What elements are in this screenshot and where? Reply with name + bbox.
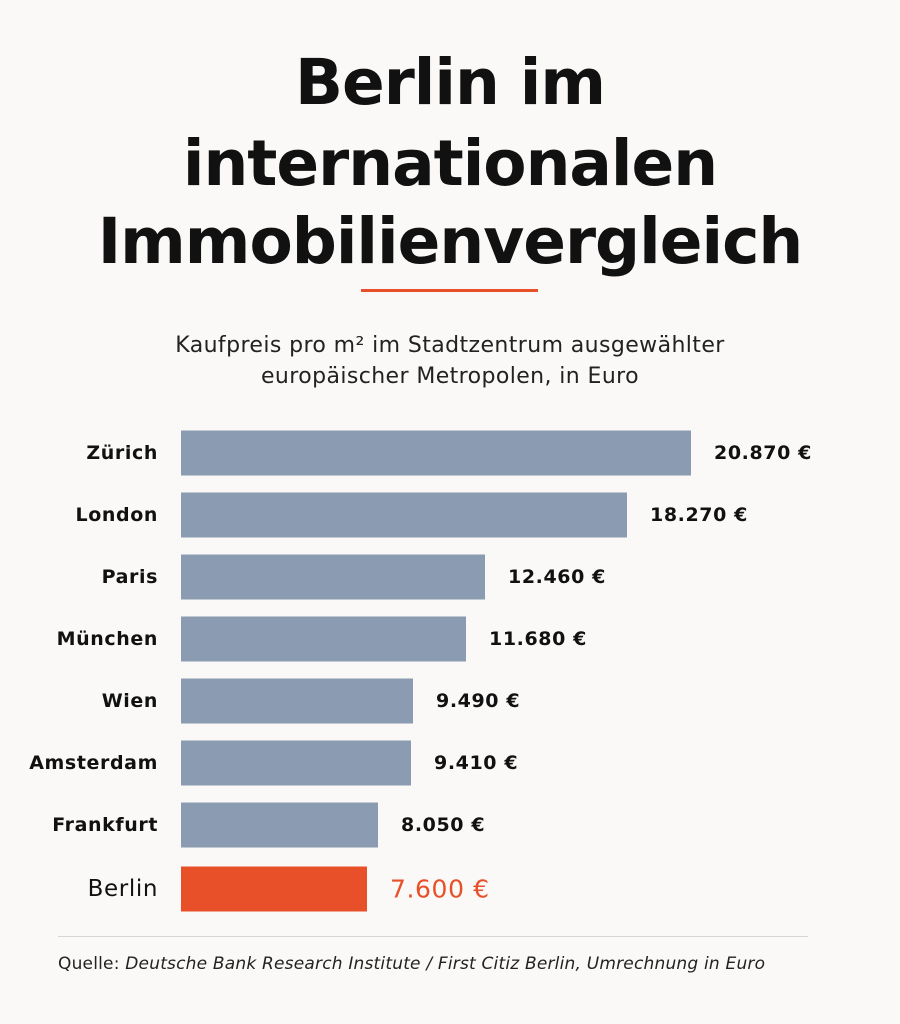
bar-wien bbox=[181, 678, 413, 724]
value-label-london: 18.270 € bbox=[650, 504, 748, 526]
bar-frankfurt bbox=[181, 802, 378, 848]
category-label-paris: Paris bbox=[102, 566, 158, 588]
category-label-frankfurt: Frankfurt bbox=[52, 814, 158, 836]
chart-title-line-3: Immobilienvergleich bbox=[97, 205, 804, 278]
value-label-paris: 12.460 € bbox=[508, 566, 606, 588]
category-label-wien: Wien bbox=[102, 690, 158, 712]
category-label-london: London bbox=[76, 504, 158, 526]
source-divider bbox=[58, 936, 808, 937]
source-label: Quelle: bbox=[58, 954, 120, 974]
category-label-zuerich: Zürich bbox=[86, 442, 158, 464]
category-label-muenchen: München bbox=[57, 628, 158, 650]
value-label-frankfurt: 8.050 € bbox=[401, 814, 485, 836]
value-label-zuerich: 20.870 € bbox=[714, 442, 812, 464]
value-label-muenchen: 11.680 € bbox=[489, 628, 587, 650]
chart-subtitle-line-1: Kaufpreis pro m² im Stadtzentrum ausgewä… bbox=[175, 333, 725, 358]
title-accent-rule bbox=[361, 289, 538, 292]
category-label-amsterdam: Amsterdam bbox=[29, 752, 158, 774]
bar-paris bbox=[181, 554, 485, 600]
source-text: Deutsche Bank Research Institute / First… bbox=[125, 954, 766, 974]
bar-amsterdam bbox=[181, 740, 411, 786]
value-label-amsterdam: 9.410 € bbox=[434, 752, 518, 774]
bar-london bbox=[181, 492, 627, 538]
bar-berlin bbox=[181, 866, 367, 912]
source-note: Quelle: Deutsche Bank Research Institute… bbox=[58, 954, 765, 974]
value-label-wien: 9.490 € bbox=[436, 690, 520, 712]
value-label-berlin: 7.600 € bbox=[390, 875, 490, 904]
bar-zuerich bbox=[181, 430, 691, 476]
category-label-berlin: Berlin bbox=[88, 876, 158, 902]
chart-subtitle-line-2: europäischer Metropolen, in Euro bbox=[260, 364, 639, 389]
bar-muenchen bbox=[181, 616, 466, 662]
chart-title-line-1: Berlin im bbox=[294, 46, 606, 119]
chart-title-line-2: internationalen bbox=[182, 127, 718, 200]
